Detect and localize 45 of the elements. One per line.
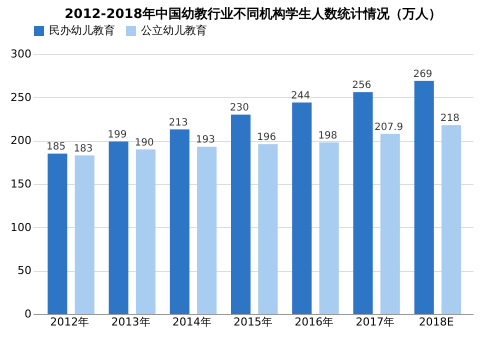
x-tick-label: 2016年 [294, 316, 334, 328]
bar [136, 149, 156, 314]
y-tick-label: 100 [10, 220, 32, 234]
data-label: 193 [196, 134, 216, 146]
data-label: 218 [440, 113, 460, 124]
data-label: 199 [108, 130, 127, 141]
y-tick-label: 150 [10, 178, 32, 190]
x-tick-label: 2013年 [111, 316, 150, 328]
bar [258, 144, 278, 314]
bar [74, 155, 94, 314]
bar [292, 102, 312, 314]
x-tick-label: 2018E [418, 316, 454, 328]
bar [353, 92, 373, 314]
bar [319, 142, 339, 314]
bar [170, 129, 190, 314]
y-tick-label: 300 [10, 48, 32, 60]
data-label: 230 [230, 102, 249, 114]
bar [108, 142, 128, 314]
x-tick-label: 2012年 [50, 316, 90, 328]
bar [48, 154, 68, 314]
x-tick-label: 2015年 [234, 316, 272, 328]
bar [414, 80, 434, 314]
bar [380, 134, 400, 314]
data-label: 244 [290, 90, 310, 102]
data-label: 196 [257, 132, 276, 144]
data-label: 207.9 [374, 122, 404, 133]
data-label: 185 [46, 142, 66, 153]
bar [197, 146, 217, 314]
legend-label: 公立幼儿教育 [141, 24, 207, 37]
legend-label: 民办幼儿教育 [49, 24, 115, 37]
data-label: 269 [413, 68, 432, 80]
y-tick-label: 50 [18, 264, 32, 278]
y-tick-label: 250 [10, 90, 32, 104]
x-tick-label: 2014年 [172, 316, 212, 328]
data-label: 198 [318, 130, 338, 142]
data-label: 190 [134, 137, 154, 148]
data-label: 183 [74, 143, 93, 154]
y-tick-label: 200 [10, 134, 32, 148]
y-tick-label: 0 [24, 308, 32, 320]
data-label: 256 [352, 80, 372, 92]
chart-title: 2012-2018年中国幼教行业不同机构学生人数统计情况（万人） [64, 6, 442, 22]
bar [441, 125, 462, 314]
data-label: 213 [168, 117, 188, 128]
bar [231, 114, 251, 314]
x-tick-label: 2017年 [356, 316, 395, 328]
